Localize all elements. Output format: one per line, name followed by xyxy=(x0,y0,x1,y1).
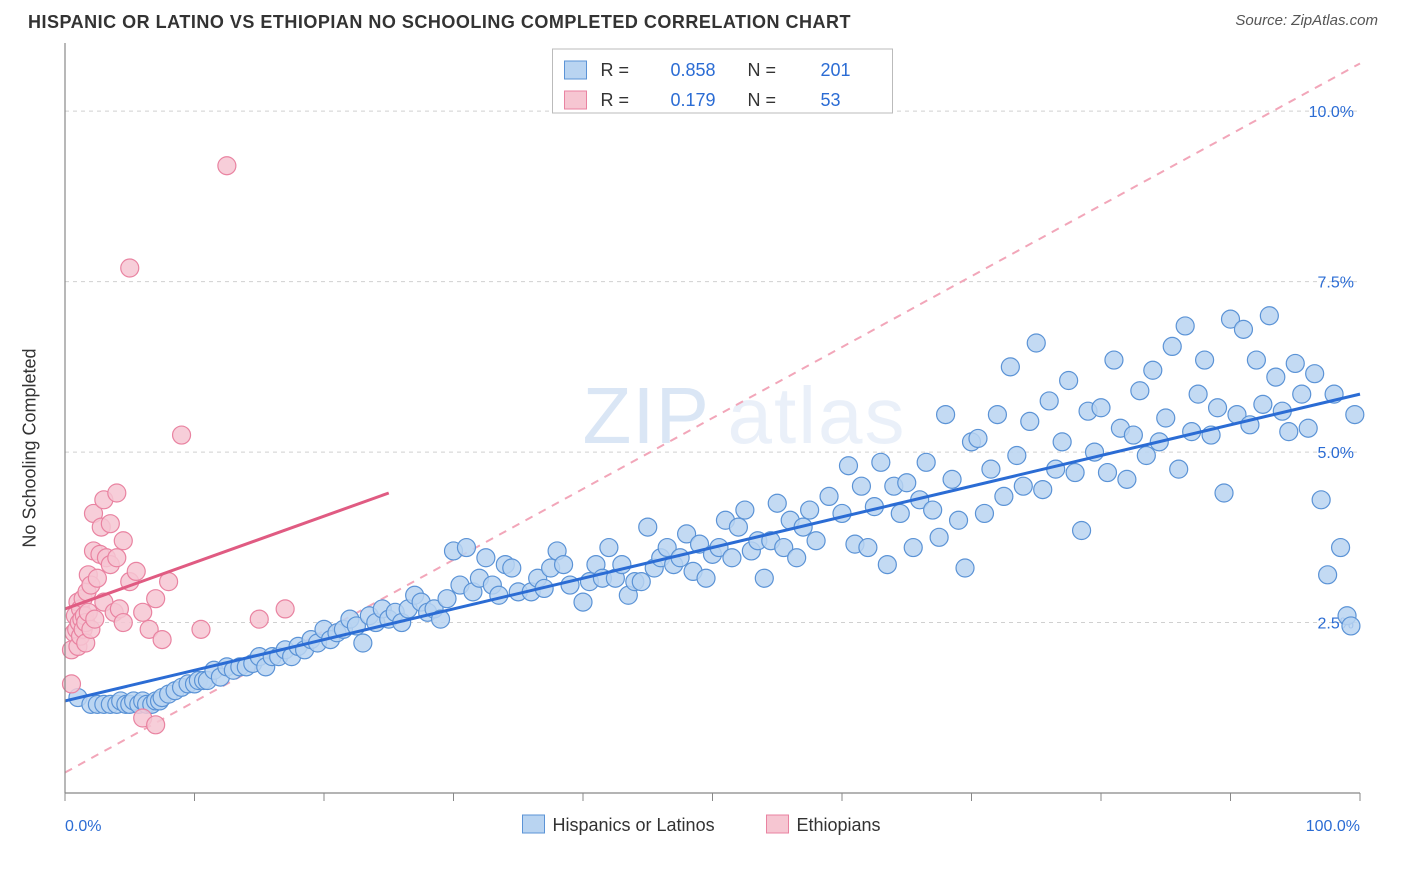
svg-text:53: 53 xyxy=(821,90,841,110)
svg-text:201: 201 xyxy=(821,60,851,80)
svg-text:R =: R = xyxy=(601,60,630,80)
correlation-scatter-chart: ZIPatlas2.5%5.0%7.5%10.0%0.0%100.0%R =0.… xyxy=(0,33,1406,863)
svg-text:7.5%: 7.5% xyxy=(1318,275,1354,292)
chart-title: HISPANIC OR LATINO VS ETHIOPIAN NO SCHOO… xyxy=(28,12,851,33)
y-axis-label: No Schooling Completed xyxy=(19,348,40,547)
chart-container: No Schooling Completed ZIPatlas2.5%5.0%7… xyxy=(0,33,1406,863)
svg-text:N =: N = xyxy=(748,60,777,80)
svg-text:ZIP: ZIP xyxy=(583,371,710,460)
svg-text:Hispanics or Latinos: Hispanics or Latinos xyxy=(553,815,715,835)
source-prefix: Source: xyxy=(1235,12,1291,29)
svg-text:atlas: atlas xyxy=(728,371,907,460)
svg-text:Ethiopians: Ethiopians xyxy=(797,815,881,835)
source-credit: Source: ZipAtlas.com xyxy=(1235,12,1378,29)
svg-text:10.0%: 10.0% xyxy=(1309,104,1354,121)
svg-text:0.858: 0.858 xyxy=(671,60,716,80)
svg-text:N =: N = xyxy=(748,90,777,110)
svg-text:0.179: 0.179 xyxy=(671,90,716,110)
svg-text:0.0%: 0.0% xyxy=(65,818,101,835)
chart-header: HISPANIC OR LATINO VS ETHIOPIAN NO SCHOO… xyxy=(0,0,1406,33)
svg-text:100.0%: 100.0% xyxy=(1306,818,1360,835)
svg-text:5.0%: 5.0% xyxy=(1318,445,1354,462)
source-name: ZipAtlas.com xyxy=(1291,12,1378,29)
svg-text:R =: R = xyxy=(601,90,630,110)
